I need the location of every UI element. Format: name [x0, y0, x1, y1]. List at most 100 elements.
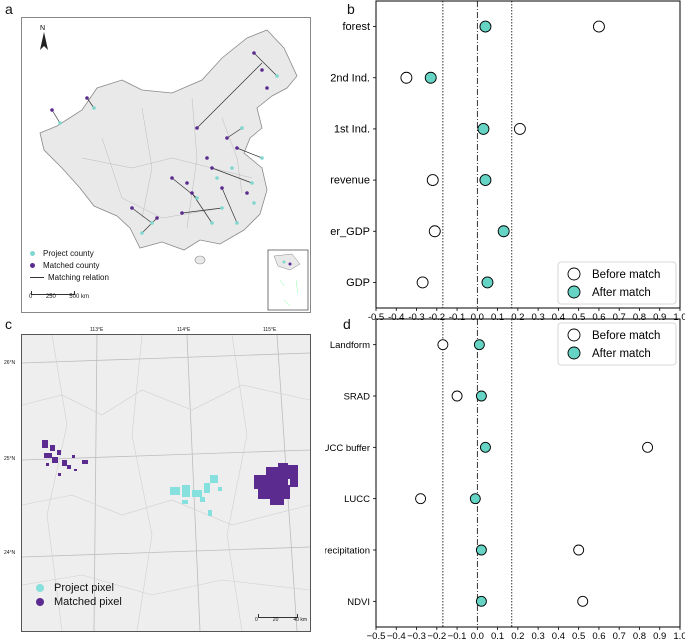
- matched-pixel-cluster-east: [254, 463, 298, 505]
- before-match-point: [426, 174, 439, 187]
- map-china-svg: N: [39, 25, 309, 311]
- x-tick-label: 0.3: [532, 312, 545, 323]
- scale-a-250: 250: [45, 294, 56, 300]
- matching-relation-arrow-icon: [30, 277, 44, 278]
- after-match-point: [424, 71, 437, 84]
- legend-marker: [567, 267, 581, 281]
- map-a-legend: Project county Matched county Matching r…: [30, 246, 109, 285]
- before-match-point: [513, 122, 526, 135]
- panel-label-d: d: [343, 316, 351, 332]
- map-china: N: [21, 17, 311, 313]
- y-tick-label: Landform: [330, 340, 370, 351]
- scale-c-0: 0: [255, 617, 258, 623]
- x-tick-label: 0.9: [653, 312, 666, 323]
- legend-matched-county: Matched county: [43, 261, 100, 270]
- x-tick-label: -0.5: [368, 312, 384, 323]
- x-tick-label: 0.5: [572, 631, 585, 642]
- y-tick-label: 1st Ind.: [334, 123, 370, 135]
- after-match-point: [479, 441, 491, 453]
- legend-marker: [567, 346, 581, 360]
- after-match-point: [477, 122, 490, 135]
- y-tick-label: Precipitation: [325, 546, 370, 557]
- plot-frame: [375, 318, 681, 628]
- x-tick-label: 0.0: [471, 631, 484, 642]
- after-match-point: [469, 493, 481, 505]
- x-tick-label: −0.3: [407, 631, 426, 642]
- lat-label-25: 25°N: [4, 456, 16, 462]
- y-tick-label: NDVI: [347, 597, 370, 608]
- x-tick-label: 0.4: [552, 312, 565, 323]
- y-tick-label: LUCC buffer: [325, 443, 370, 454]
- chart-b-balance: -0.5 -0.4 -0.3 -0.2 -0.1 0.0 0.1 0.2 0.3 0.4 0.5 0.…: [330, 0, 685, 323]
- lon-label-113: 113°E: [90, 327, 104, 333]
- x-tick-label: -0.3: [408, 312, 424, 323]
- x-tick-label: -0.2: [429, 312, 445, 323]
- x-tick-label: −0.1: [448, 631, 467, 642]
- panel-label-c: c: [5, 316, 12, 332]
- x-tick-label: −0.5: [367, 631, 386, 642]
- x-tick-label: 0.1: [491, 312, 504, 323]
- x-tick-label: −0.4: [387, 631, 406, 642]
- after-match-point: [473, 339, 485, 351]
- y-tick-label: 2nd Ind.: [330, 72, 370, 84]
- before-match-point: [577, 595, 589, 607]
- y-tick-label: LUCC: [344, 494, 370, 505]
- before-match-point: [451, 390, 463, 402]
- matched-pixel-cluster-west: [42, 440, 88, 476]
- legend-project-pixel: Project pixel: [54, 582, 114, 594]
- legend-label: After match: [592, 348, 651, 360]
- before-match-point: [573, 544, 585, 556]
- lon-label-114: 114°E: [177, 327, 191, 333]
- before-match-point: [428, 225, 441, 238]
- x-tick-label: −0.2: [427, 631, 446, 642]
- map-pixels: [21, 334, 311, 632]
- x-tick-label: -0.1: [449, 312, 465, 323]
- scale-c-40: 40 km: [293, 617, 307, 623]
- project-county-points: [58, 74, 279, 235]
- after-match-point: [475, 390, 487, 402]
- matched-county-marker: [30, 263, 35, 268]
- before-match-point: [437, 339, 449, 351]
- x-tick-label: -0.4: [388, 312, 404, 323]
- before-match-point: [400, 71, 413, 84]
- legend-matching-relation: Matching relation: [48, 273, 109, 282]
- plot-frame: [375, 0, 681, 309]
- y-tick-label: GDP: [346, 277, 370, 289]
- lat-label-24: 24°N: [4, 550, 16, 556]
- y-tick-label: SRAD: [344, 392, 371, 403]
- panel-label-b: b: [347, 1, 355, 17]
- scale-a-0: 0: [29, 294, 33, 300]
- scale-a-500: 500 km: [69, 294, 89, 300]
- legend-marker: [567, 285, 581, 299]
- x-tick-label: 1.0: [673, 631, 685, 642]
- x-tick-label: 0.8: [633, 312, 646, 323]
- scale-bar-a: [31, 291, 75, 295]
- matched-county-points: [50, 51, 269, 220]
- legend-box: [557, 261, 677, 305]
- north-arrow-icon: [40, 32, 48, 50]
- y-tick-label: per_GDP: [330, 226, 370, 238]
- map-pixels-svg: [22, 335, 310, 631]
- chart-d-balance: −0.5 −0.4 −0.3 −0.2 −0.1 0.0 0.1 0.2 0.3 0.4 0.5 0.…: [325, 318, 685, 642]
- project-pixel-cluster: [170, 475, 222, 516]
- x-tick-label: 0.7: [613, 631, 626, 642]
- before-match-point: [415, 493, 427, 505]
- legend-matched-pixel: Matched pixel: [54, 596, 122, 608]
- x-tick-label: 0.3: [532, 631, 545, 642]
- before-match-point: [592, 20, 605, 33]
- x-tick-label: 0.6: [592, 631, 605, 642]
- x-tick-label: 0.7: [613, 312, 626, 323]
- after-match-point: [475, 595, 487, 607]
- after-match-point: [481, 276, 494, 289]
- x-tick-label: 0.6: [592, 312, 605, 323]
- lat-label-26: 26°N: [4, 360, 16, 366]
- legend-label: After match: [592, 287, 651, 299]
- scale-labels-c: 0 20 40 km: [255, 617, 307, 623]
- matched-pixel-marker: [36, 598, 44, 606]
- x-tick-label: 0.0: [471, 312, 484, 323]
- panel-label-a: a: [5, 1, 13, 17]
- before-match-point: [416, 276, 429, 289]
- y-tick-label: revenue: [330, 175, 370, 187]
- x-tick-label: 0.8: [633, 631, 646, 642]
- map-c-legend: Project pixel Matched pixel: [36, 580, 122, 610]
